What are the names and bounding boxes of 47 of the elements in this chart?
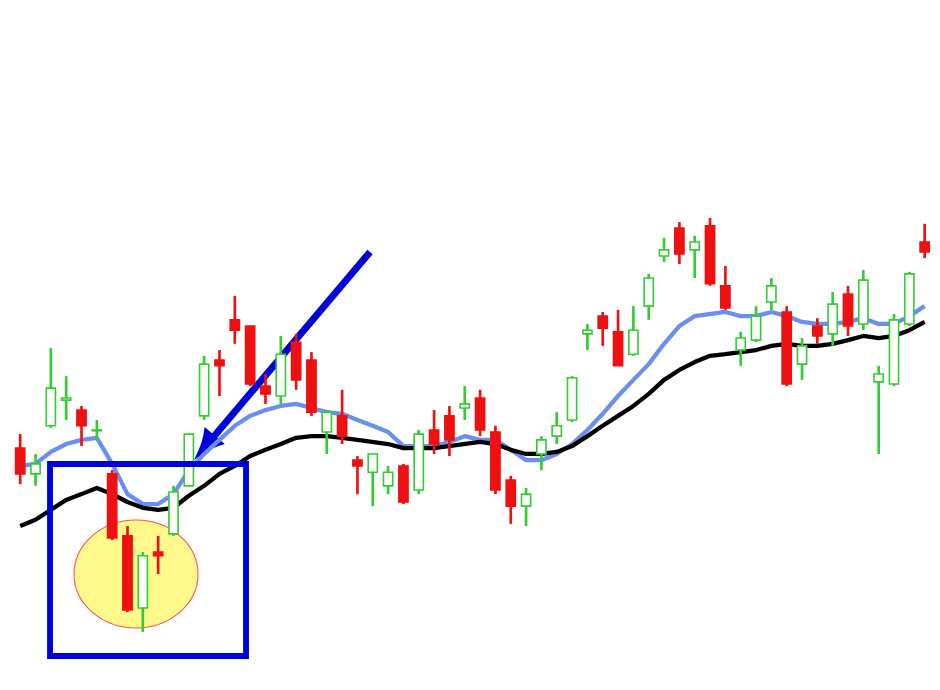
candlestick [352, 454, 363, 496]
candlestick [45, 346, 57, 430]
candlestick [919, 222, 931, 260]
candlestick [428, 408, 440, 456]
candlestick [719, 264, 731, 312]
candlestick [643, 272, 655, 322]
candlestick [750, 304, 762, 344]
candlestick [842, 284, 854, 338]
candlestick [689, 234, 701, 280]
candlestick [444, 404, 455, 458]
candlestick [765, 276, 777, 312]
candlestick [551, 410, 563, 446]
candlestick [229, 294, 241, 346]
candlestick [796, 336, 808, 382]
candlestick [827, 290, 839, 348]
candlestick [60, 374, 72, 422]
candlestick [152, 534, 164, 576]
candlestick [459, 384, 471, 422]
candlestick [474, 388, 486, 438]
candlestick [811, 316, 823, 346]
candlestick [398, 462, 409, 506]
candlestick [658, 236, 670, 264]
candlestick [612, 308, 624, 368]
candlestick [597, 310, 609, 348]
candlestick [873, 364, 885, 456]
candlestick [321, 408, 333, 456]
candlestick [168, 484, 179, 538]
candlestick [857, 268, 869, 332]
candlestick [520, 486, 532, 528]
candlestick [275, 334, 287, 406]
candlestick [14, 432, 26, 486]
candlestick [30, 452, 41, 488]
candlestick [260, 372, 271, 406]
candlestick [673, 220, 685, 266]
candlestick [505, 474, 517, 526]
candlestick [290, 332, 302, 392]
candlestick [628, 304, 639, 358]
candlestick [367, 452, 379, 508]
candlestick [214, 348, 225, 398]
candlestick [382, 464, 394, 496]
candlestick [336, 388, 348, 446]
candlestick [76, 404, 87, 448]
candlestick [566, 374, 578, 424]
candlestick [582, 322, 593, 352]
candlestick [735, 330, 747, 368]
candlestick [536, 434, 547, 472]
candlestick [91, 418, 103, 442]
